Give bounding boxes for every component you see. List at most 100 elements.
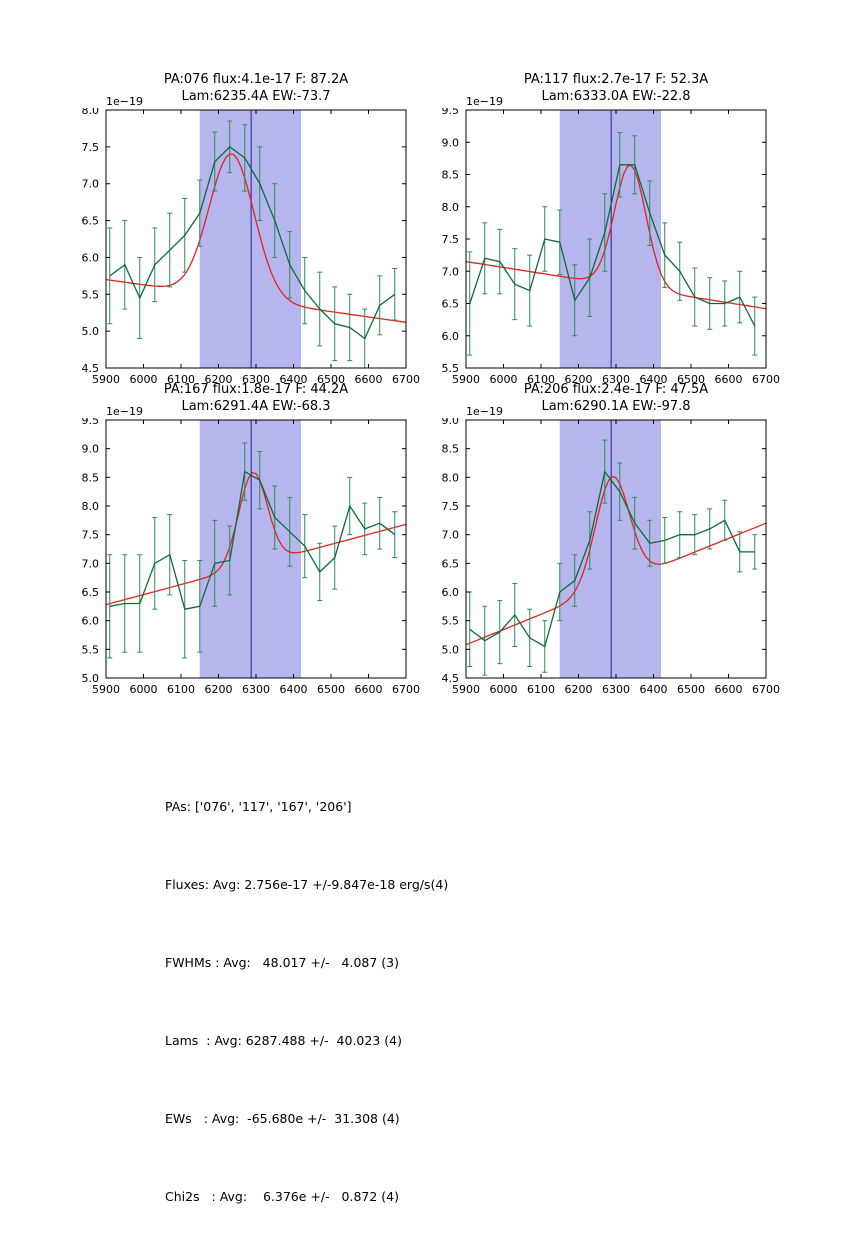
x-tick-label: 6500 (677, 373, 705, 386)
x-tick-label: 6100 (167, 683, 195, 696)
spectrum-line (469, 470, 755, 648)
y-tick-label: 5.0 (442, 643, 460, 656)
spectrum-plot-pa076: 5900 6000 6100 6200 6300 6400 6500 6600 6700 4.5 5… (82, 108, 421, 386)
x-tick-label: 6300 (602, 373, 630, 386)
y-tick-label: 9.0 (82, 443, 100, 456)
subplot-pa167: PA:167 flux:1.8e-17 F: 44.2A Lam:6291.4A… (60, 380, 421, 715)
y-tick-label: 6.0 (442, 586, 460, 599)
fit-curve (465, 164, 767, 310)
subplot-pa076: PA:076 flux:4.1e-17 F: 87.2A Lam:6235.4A… (60, 70, 421, 405)
x-tick-label: 6600 (355, 683, 383, 696)
summary-line-chi2s: Chi2s : Avg: 6.376e +/- 0.872 (4) (165, 1189, 399, 1204)
y-tick-label: 7.0 (442, 529, 460, 542)
y-tick-label: 9.5 (82, 418, 100, 427)
subplot-pa206: PA:206 flux:2.4e-17 F: 47.5A Lam:6290.1A… (420, 380, 781, 715)
spectrum-plot-pa117: 5900 6000 6100 6200 6300 6400 6500 6600 6700 5.5 6… (442, 108, 781, 386)
y-tick-label: 8.0 (442, 471, 460, 484)
y-tick-label: 7.0 (82, 178, 100, 191)
x-tick-label: 6200 (565, 683, 593, 696)
plot-title-line2: Lam:6235.4A EW:-73.7 (181, 89, 331, 104)
y-tick-label: 5.5 (442, 615, 460, 628)
x-tick-label: 6000 (130, 373, 158, 386)
x-tick-label: 6400 (640, 373, 668, 386)
y-tick-label: 6.5 (442, 557, 460, 570)
x-tick-label: 6400 (280, 683, 308, 696)
y-tick-label: 7.5 (442, 500, 460, 513)
y-tick-label: 6.0 (82, 251, 100, 264)
x-tick-label: 5900 (452, 683, 480, 696)
plot-title-line1: PA:206 flux:2.4e-17 F: 47.5A (523, 382, 709, 397)
x-tick-label: 6600 (355, 373, 383, 386)
x-tick-label: 6100 (527, 683, 555, 696)
y-tick-label: 5.5 (82, 643, 100, 656)
selection-band (559, 110, 661, 368)
spectrum-plot-pa167: 5900 6000 6100 6200 6300 6400 6500 6600 6700 5.0 5… (82, 418, 421, 696)
x-tick-label: 6200 (205, 683, 233, 696)
y-tick-label: 9.5 (442, 108, 460, 117)
x-tick-label: 6100 (527, 373, 555, 386)
selection-band (199, 110, 301, 368)
x-tick-label: 6700 (752, 373, 780, 386)
x-tick-label: 6400 (280, 373, 308, 386)
summary-line-pas: PAs: ['076', '117', '167', '206'] (165, 799, 352, 814)
summary-line-fluxes: Fluxes: Avg: 2.756e-17 +/-9.847e-18 erg/… (165, 877, 449, 892)
spectrum-line (109, 146, 396, 340)
y-axis-offset-label: 1e−19 (106, 95, 143, 108)
x-tick-label: 6100 (167, 373, 195, 386)
y-tick-label: 8.5 (442, 169, 460, 182)
plot-title-line2: Lam:6290.1A EW:-97.8 (541, 399, 691, 414)
y-tick-label: 5.5 (442, 362, 460, 375)
summary-line-lams: Lams : Avg: 6287.488 +/- 40.023 (4) (165, 1033, 402, 1048)
plot-title-line1: PA:167 flux:1.8e-17 F: 44.2A (163, 382, 349, 397)
spectrum-line (469, 164, 756, 327)
y-tick-label: 5.0 (82, 325, 100, 338)
y-tick-label: 6.0 (442, 330, 460, 343)
y-tick-label: 6.0 (82, 615, 100, 628)
y-tick-label: 4.5 (82, 362, 100, 375)
y-tick-label: 8.0 (442, 201, 460, 214)
y-tick-label: 8.5 (442, 443, 460, 456)
x-tick-label: 6600 (715, 373, 743, 386)
plot-title-line1: PA:076 flux:4.1e-17 F: 87.2A (163, 72, 349, 87)
x-tick-label: 6700 (392, 683, 420, 696)
selection-band (559, 420, 661, 678)
y-tick-label: 7.5 (82, 141, 100, 154)
y-tick-label: 7.0 (82, 557, 100, 570)
y-tick-label: 8.5 (82, 471, 100, 484)
y-tick-label: 5.0 (82, 672, 100, 685)
x-tick-label: 6400 (640, 683, 668, 696)
fit-curve (465, 475, 767, 646)
plot-title-line2: Lam:6291.4A EW:-68.3 (181, 399, 331, 414)
x-tick-label: 6300 (602, 683, 630, 696)
x-tick-label: 5900 (92, 683, 120, 696)
x-tick-label: 6000 (490, 373, 518, 386)
x-tick-label: 6000 (490, 683, 518, 696)
x-tick-label: 6000 (130, 683, 158, 696)
x-tick-label: 6500 (317, 373, 345, 386)
fit-curve (105, 471, 407, 606)
summary-line-ews: EWs : Avg: -65.680e +/- 31.308 (4) (165, 1111, 400, 1126)
y-tick-label: 5.5 (82, 288, 100, 301)
fit-summary-block: PAs: ['076', '117', '167', '206'] Fluxes… (165, 742, 448, 1236)
summary-line-fwhms: FWHMs : Avg: 48.017 +/- 4.087 (3) (165, 955, 399, 970)
y-tick-label: 6.5 (442, 298, 460, 311)
subplot-pa117: PA:117 flux:2.7e-17 F: 52.3A Lam:6333.0A… (420, 70, 781, 405)
fit-curve (105, 153, 407, 323)
x-tick-label: 6500 (317, 683, 345, 696)
y-tick-label: 8.0 (82, 500, 100, 513)
x-tick-label: 6700 (752, 683, 780, 696)
y-tick-label: 6.5 (82, 586, 100, 599)
x-tick-label: 6300 (242, 683, 270, 696)
y-tick-label: 6.5 (82, 215, 100, 228)
y-tick-label: 9.0 (442, 136, 460, 149)
y-tick-label: 4.5 (442, 672, 460, 685)
y-tick-label: 7.0 (442, 265, 460, 278)
y-axis-offset-label: 1e−19 (466, 95, 503, 108)
y-axis-offset-label: 1e−19 (106, 405, 143, 418)
plot-title-line1: PA:117 flux:2.7e-17 F: 52.3A (523, 72, 709, 87)
y-tick-label: 9.0 (442, 418, 460, 427)
x-tick-label: 5900 (92, 373, 120, 386)
plot-title-line2: Lam:6333.0A EW:-22.8 (541, 89, 691, 104)
x-tick-label: 6500 (677, 683, 705, 696)
x-tick-label: 6300 (242, 373, 270, 386)
